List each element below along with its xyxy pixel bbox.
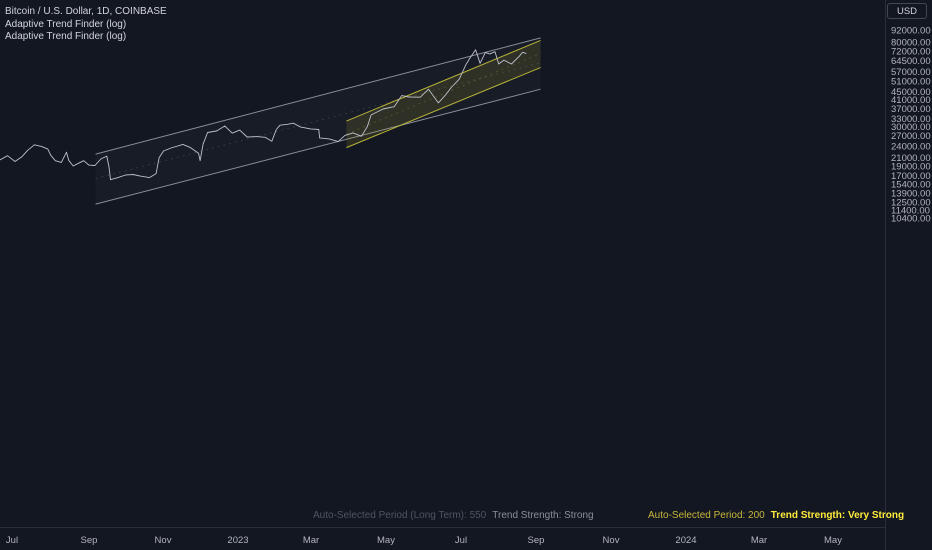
price-tick-label: 45000.00 [891, 87, 931, 98]
long-term-channel-mid-line [95, 62, 541, 180]
time-tick-label: Sep [81, 535, 98, 546]
time-tick-label: Nov [603, 535, 620, 546]
long-term-channel-upper-line [95, 37, 541, 155]
short-term-channel-mid-line [346, 53, 541, 135]
short-term-period-label: Auto-Selected Period: 200 [648, 510, 765, 521]
time-axis[interactable]: Jul Sep Nov 2023 Mar May Jul Sep Nov 2024 Mar May [6, 535, 842, 546]
short-term-trend-status: Auto-Selected Period: 200 Trend Strength:… [648, 510, 904, 521]
price-tick-label: 37000.00 [891, 104, 931, 115]
time-tick-label: May [824, 535, 842, 546]
price-tick-label: 27000.00 [891, 131, 931, 142]
time-tick-label: Mar [751, 535, 767, 546]
short-term-strength-label: Trend Strength: Very Strong [770, 510, 905, 521]
price-tick-label: 57000.00 [891, 67, 931, 78]
long-term-channel-fill [95, 37, 541, 205]
time-tick-label: May [377, 535, 395, 546]
price-axis[interactable]: 92000.0080000.0072000.0064500.0057000.00… [891, 26, 931, 225]
price-tick-label: 64500.00 [891, 56, 931, 67]
price-tick-label: 10400.00 [891, 213, 931, 224]
price-tick-label: 30000.00 [891, 122, 931, 133]
price-tick-label: 13900.00 [891, 188, 931, 199]
price-tick-label: 92000.00 [891, 26, 931, 37]
short-term-channel-upper-line [346, 39, 541, 122]
price-tick-label: 21000.00 [891, 153, 931, 164]
time-tick-label: 2023 [227, 535, 248, 546]
price-tick-label: 17000.00 [891, 171, 931, 182]
time-tick-label: 2024 [675, 535, 696, 546]
price-tick-label: 12500.00 [891, 198, 931, 209]
indicator-label-2[interactable]: Adaptive Trend Finder (log) [5, 31, 127, 42]
long-term-trend-status: Auto-Selected Period (Long Term): 550 Tre… [313, 510, 594, 521]
price-series [0, 49, 527, 181]
symbol-title[interactable]: Bitcoin / U.S. Dollar, 1D, COINBASE [5, 6, 167, 17]
price-tick-label: 33000.00 [891, 114, 931, 125]
time-tick-label: Jul [6, 535, 18, 546]
trend-channels [95, 37, 541, 205]
price-line [0, 49, 527, 181]
short-term-channel-lower-line [346, 67, 541, 149]
price-tick-label: 41000.00 [891, 95, 931, 106]
time-tick-label: Sep [528, 535, 545, 546]
long-term-strength-label: Trend Strength: Strong [492, 510, 594, 521]
price-tick-label: 19000.00 [891, 161, 931, 172]
currency-selector[interactable]: USD [887, 3, 927, 19]
short-term-channel-fill [346, 40, 541, 148]
price-tick-label: 72000.00 [891, 47, 931, 58]
price-tick-label: 15400.00 [891, 180, 931, 191]
price-tick-label: 11400.00 [891, 206, 930, 217]
time-tick-label: Mar [303, 535, 319, 546]
price-tick-label: 24000.00 [891, 141, 931, 152]
indicator-label-1[interactable]: Adaptive Trend Finder (log) [5, 18, 127, 30]
long-term-period-label: Auto-Selected Period (Long Term): 550 [313, 510, 487, 521]
price-tick-label: 51000.00 [891, 76, 931, 87]
time-tick-label: Nov [155, 535, 172, 546]
price-tick-label: 80000.00 [891, 38, 931, 49]
long-term-channel-lower-line [95, 88, 541, 205]
chart-legend: Bitcoin / U.S. Dollar, 1D, COINBASE Adap… [5, 6, 167, 44]
time-tick-label: Jul [455, 535, 467, 546]
